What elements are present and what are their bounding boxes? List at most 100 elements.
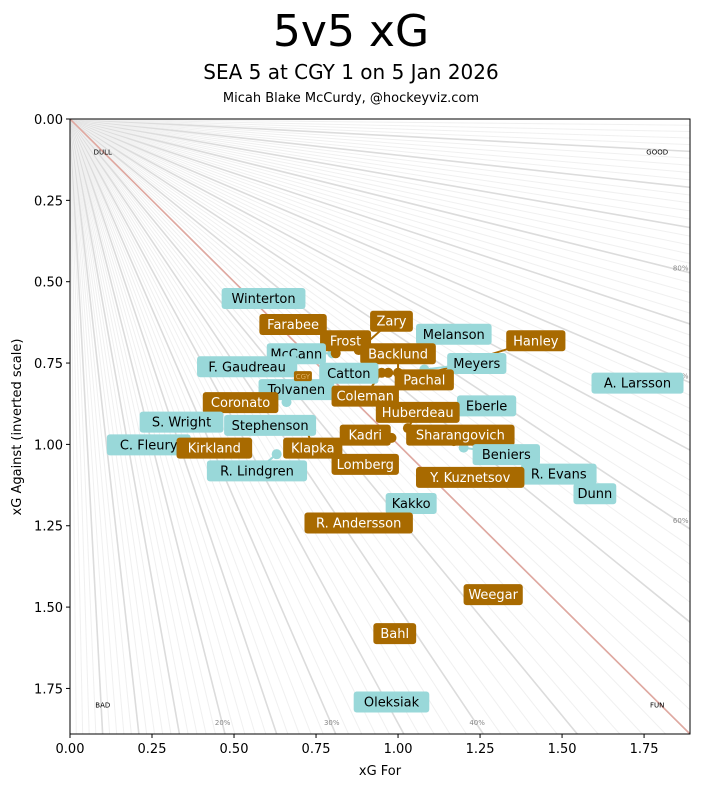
- ray-line: [70, 119, 312, 734]
- x-tick-label: 1.25: [466, 742, 495, 757]
- y-tick-label: 0.75: [34, 357, 63, 372]
- x-tick-label: 0.25: [138, 742, 167, 757]
- ray-line: [70, 119, 690, 481]
- y-tick-label: 1.25: [34, 520, 63, 535]
- player-label: Weegar: [463, 584, 523, 606]
- player-label-box: [202, 392, 279, 414]
- ray-line: [70, 119, 502, 734]
- player-name: R. Evans: [531, 468, 587, 483]
- player-label: Coleman: [331, 385, 399, 407]
- player-label-box: [221, 287, 306, 309]
- percent-label: 80%: [673, 264, 689, 272]
- player-name: Backlund: [368, 347, 428, 362]
- ray-line: [70, 119, 690, 423]
- ray-line: [70, 119, 599, 734]
- y-tick-label: 0.00: [34, 113, 63, 128]
- player-label: Kadri: [339, 424, 391, 446]
- ray-line: [70, 119, 621, 734]
- player-label: S. Wright: [139, 411, 224, 433]
- player-label-box: [520, 463, 597, 485]
- ray-line: [70, 119, 690, 189]
- player-name: Eberle: [466, 399, 507, 414]
- player-name: Weegar: [468, 588, 518, 603]
- ray-line: [70, 119, 690, 237]
- player-label-box: [259, 314, 327, 335]
- ray-line: [70, 119, 111, 734]
- player-name: Pachal: [403, 373, 445, 388]
- player-label-box: [176, 437, 253, 459]
- player-label-box: [320, 330, 372, 352]
- ray-line: [70, 119, 690, 644]
- ray-line: [70, 119, 246, 734]
- ray-line: [70, 119, 690, 452]
- player-name: Tolvanen: [267, 383, 325, 398]
- ray-line: [70, 119, 198, 734]
- player-label: Stephenson: [224, 414, 317, 436]
- player-label: R. Evans: [520, 463, 597, 485]
- ray-line: [70, 119, 690, 603]
- x-tick-label: 0.00: [56, 742, 85, 757]
- ray-line: [70, 119, 690, 220]
- player-label-box: [394, 369, 454, 391]
- corner-label-good: GOOD: [646, 149, 668, 157]
- player-label-box: [406, 424, 515, 446]
- ray-line: [70, 119, 690, 437]
- ray-line: [70, 119, 189, 734]
- player-label: Meyers: [447, 353, 507, 375]
- player-label: Pachal: [394, 369, 454, 391]
- player-label: F. Gaudreau: [197, 356, 298, 378]
- player-label-box: [472, 444, 540, 466]
- player-label: Zary: [370, 310, 413, 332]
- player-name: Oleksiak: [364, 695, 420, 710]
- ray-line: [70, 119, 84, 734]
- ray-line: [70, 119, 690, 530]
- player-label: C. Fleury: [106, 434, 191, 456]
- player-label-box: [416, 323, 492, 345]
- player-label: Catton: [319, 362, 379, 384]
- ray-line: [70, 119, 172, 734]
- player-name: Kakko: [392, 497, 431, 512]
- ray-line: [70, 119, 690, 497]
- player-name: Winterton: [231, 292, 295, 307]
- percent-label: 40%: [469, 719, 485, 727]
- player-name: Dunn: [578, 487, 613, 502]
- ray-line: [70, 119, 690, 666]
- player-label: Hanley: [506, 330, 566, 352]
- x-tick-label: 1.75: [630, 742, 659, 757]
- ray-line: [70, 119, 690, 274]
- ray-line: [70, 119, 558, 734]
- player-label-box: [339, 424, 391, 446]
- player-name: R. Andersson: [316, 516, 401, 531]
- player-label-box: [447, 353, 507, 375]
- player-label: Kakko: [385, 492, 437, 514]
- ray-line: [70, 119, 97, 734]
- ray-line: [70, 119, 690, 246]
- player-name: Kirkland: [188, 442, 241, 457]
- player-label: Coronato: [202, 392, 279, 414]
- ray-line: [70, 119, 539, 734]
- y-tick-label: 1.00: [34, 438, 63, 453]
- ray-line: [70, 119, 690, 304]
- team-marker-label: CGY: [296, 373, 311, 381]
- ray-line: [70, 119, 690, 584]
- player-label-box: [360, 343, 436, 365]
- ray-line: [70, 119, 104, 734]
- percent-label: 20%: [215, 719, 231, 727]
- ray-line: [70, 119, 236, 734]
- ray-line: [70, 119, 420, 734]
- ray-line: [70, 119, 690, 159]
- chart-title: 5v5 xG: [272, 6, 430, 57]
- player-label-box: [197, 356, 298, 378]
- ray-line: [70, 119, 690, 153]
- player-name: S. Wright: [152, 416, 211, 431]
- player-name: Melanson: [423, 328, 485, 343]
- player-name: Klapka: [291, 442, 335, 457]
- team-marker-box: [293, 371, 312, 382]
- player-name: Bahl: [380, 627, 409, 642]
- player-label: Farabee: [259, 314, 327, 335]
- player-name: R. Lindgren: [220, 464, 294, 479]
- player-label-box: [506, 330, 566, 352]
- ray-line: [70, 119, 690, 255]
- ray-line: [70, 119, 156, 734]
